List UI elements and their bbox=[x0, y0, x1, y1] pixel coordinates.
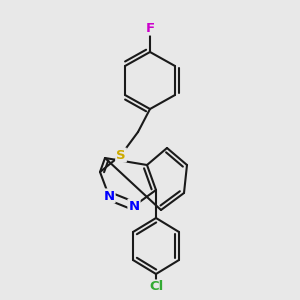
Text: N: N bbox=[103, 190, 115, 202]
Text: F: F bbox=[146, 22, 154, 34]
Text: S: S bbox=[116, 148, 126, 161]
Text: N: N bbox=[128, 200, 140, 212]
Text: Cl: Cl bbox=[149, 280, 163, 293]
